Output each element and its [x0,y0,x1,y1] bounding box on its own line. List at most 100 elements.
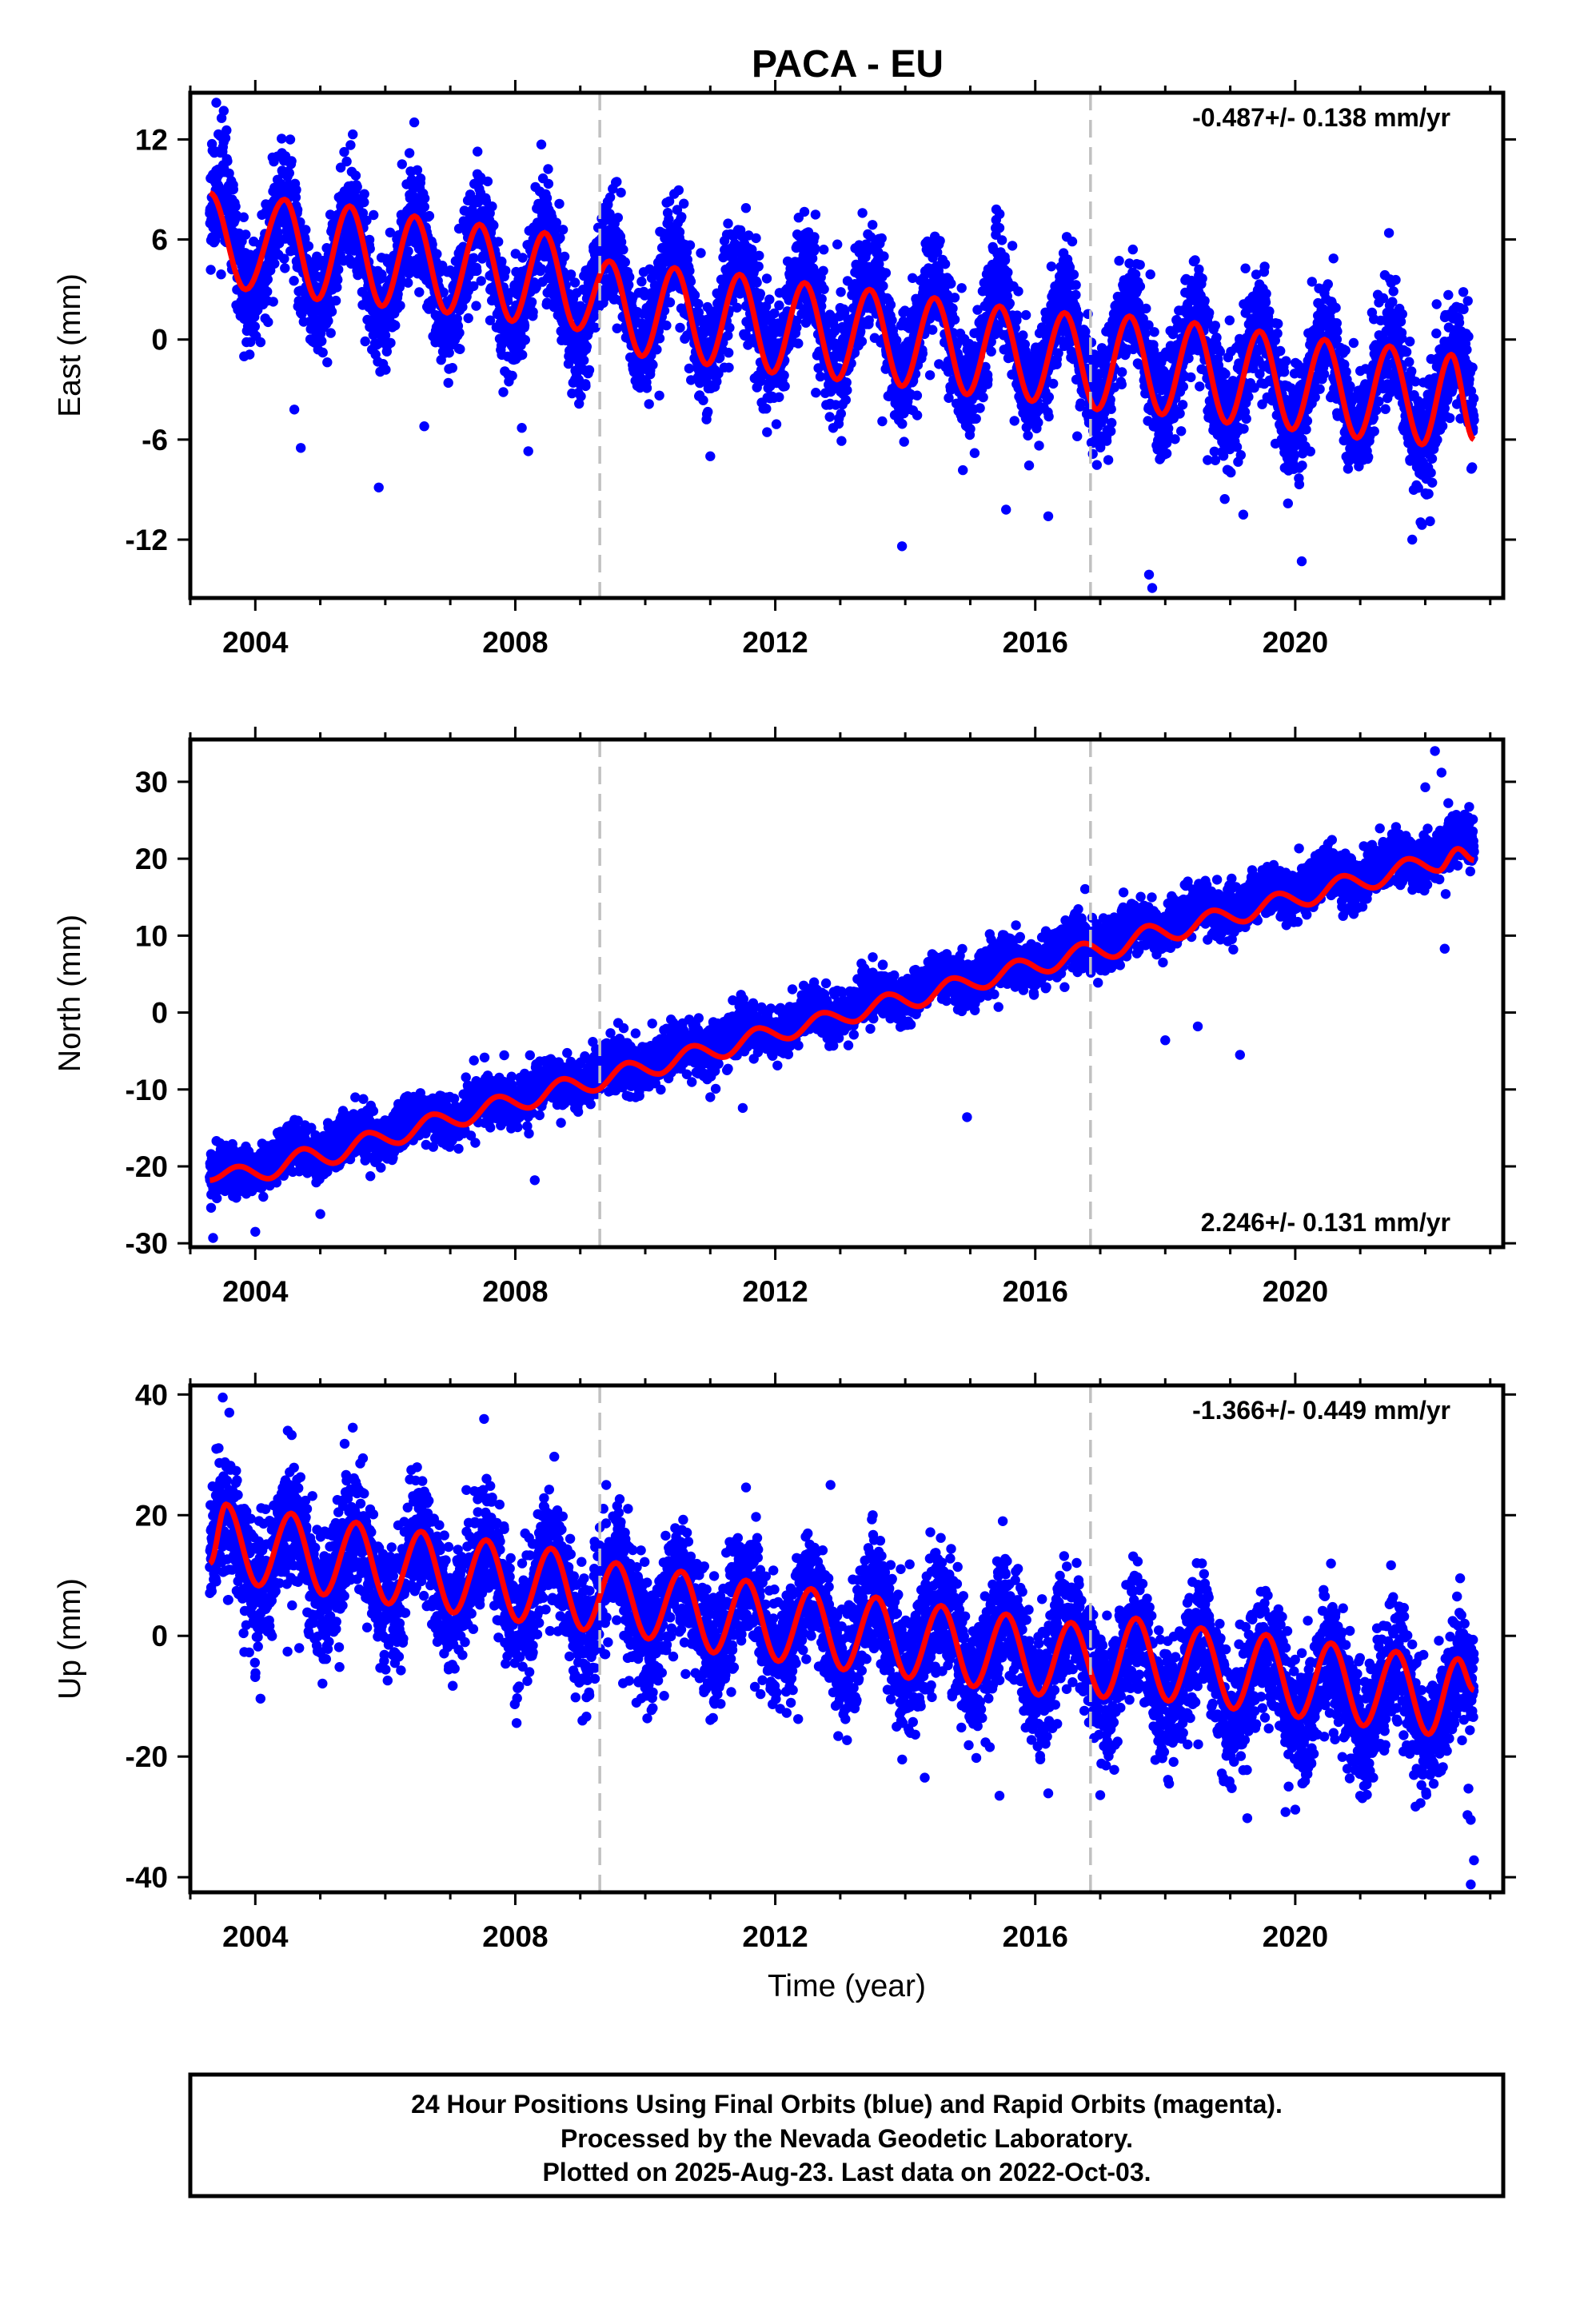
data-point [476,276,486,286]
data-point [269,258,280,269]
data-point [1023,430,1033,440]
data-point [280,263,290,273]
data-point [612,323,622,333]
data-point [912,390,923,401]
data-point [762,427,772,437]
data-point [205,265,216,275]
data-point [771,419,782,429]
data-point [339,146,349,157]
data-point [322,357,333,368]
data-point [793,338,804,349]
data-point [489,220,499,231]
data-point [648,360,658,370]
data-point [373,482,384,492]
data-point [520,335,530,345]
data-point [1071,280,1081,290]
data-point [249,321,260,332]
data-point [975,403,985,413]
data-point [641,383,652,393]
data-point [684,240,696,250]
data-point [618,245,628,255]
data-point [245,349,255,360]
plot-title: PACA - EU [752,43,944,86]
data-point [836,409,847,419]
data-point [754,250,764,261]
data-point [1068,269,1079,280]
data-point [404,148,415,158]
data-point [948,303,958,313]
data-point [369,209,379,221]
data-point [1067,236,1078,247]
data-point [425,303,436,313]
data-point [887,315,897,325]
data-point [352,181,362,192]
data-point [543,178,554,189]
data-point [689,290,700,301]
data-point [676,212,687,222]
data-point [443,377,453,389]
data-point [703,406,713,417]
data-point [463,313,473,324]
data-point [897,419,908,429]
data-point [654,390,664,401]
data-point [317,336,327,346]
data-point [1003,267,1013,277]
data-point [698,395,708,405]
data-point [557,225,569,235]
data-point [810,209,821,220]
data-point [924,370,936,381]
data-point [332,282,342,293]
data-point [469,281,479,292]
data-point [752,277,762,288]
data-point [971,413,981,424]
data-point [537,264,547,274]
data-point [569,277,581,288]
data-point [876,233,887,244]
data-point [519,321,530,331]
data-point [361,215,372,225]
data-point [330,295,341,306]
data-point [774,392,784,402]
data-point [912,410,923,421]
data-point [359,189,369,199]
data-point [390,320,401,331]
data-point [289,276,299,286]
data-point [432,249,442,259]
data-point [1033,417,1043,428]
data-point [604,192,616,202]
data-point [999,255,1011,265]
data-point [877,416,888,427]
data-point [616,187,626,198]
data-point [221,125,232,136]
data-point [1009,416,1019,426]
data-point [946,278,956,289]
data-point [579,355,589,365]
data-point [1048,378,1059,389]
data-point [956,283,967,293]
data-point [292,205,303,215]
data-point [364,234,375,245]
data-point [472,265,482,277]
data-point [819,284,829,294]
data-point [620,257,630,268]
data-point [1071,289,1081,301]
data-point [1091,460,1103,470]
data-point [753,261,764,272]
east-plot-area [205,98,1479,593]
data-point [986,346,996,357]
data-point [424,210,435,221]
data-point [996,235,1007,245]
data-point [576,391,586,401]
data-point [268,297,278,307]
data-point [878,281,888,291]
data-point [664,297,676,308]
data-point [1176,426,1187,436]
data-point [1073,310,1083,321]
data-point [454,328,465,338]
data-point [811,388,821,398]
data-point [1034,440,1044,451]
data-point [1175,409,1185,419]
data-point [341,156,352,167]
